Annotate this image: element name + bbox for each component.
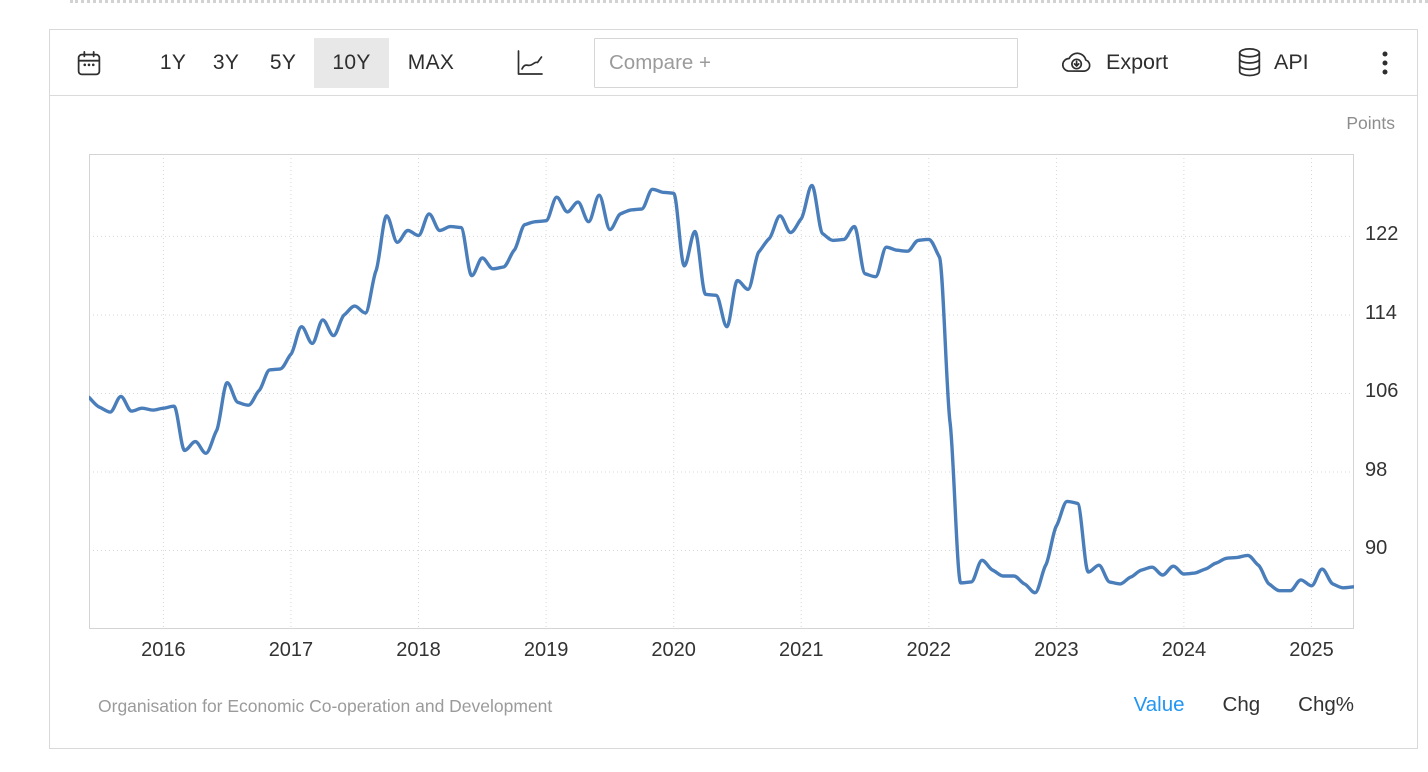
chart-region: Points 122 114 106 98 90 2016 2017 2018 2019 2020… xyxy=(50,96,1417,748)
x-tick-label: 2018 xyxy=(396,639,441,661)
chart-type-button[interactable] xyxy=(512,47,546,79)
plot-area[interactable] xyxy=(89,154,1354,629)
range-button-max[interactable]: MAX xyxy=(402,38,460,88)
compare-input[interactable] xyxy=(594,38,1018,88)
x-tick-label: 2016 xyxy=(141,639,186,661)
value-mode-switcher: Value Chg Chg% xyxy=(1134,693,1354,717)
y-tick-label: 114 xyxy=(1365,301,1397,324)
x-tick-label: 2021 xyxy=(778,639,824,661)
line-chart-icon xyxy=(517,50,543,75)
x-tick-label: 2017 xyxy=(268,639,314,661)
x-tick-label: 2019 xyxy=(523,639,569,661)
mode-chg[interactable]: Chg xyxy=(1222,693,1261,716)
y-tick-label: 90 xyxy=(1365,537,1388,560)
page-top-divider xyxy=(70,0,1428,3)
y-tick-label: 98 xyxy=(1365,458,1388,481)
database-icon xyxy=(1238,47,1261,77)
unit-label: Points xyxy=(1346,113,1395,133)
calendar-button[interactable] xyxy=(74,49,104,79)
range-button-3y[interactable]: 3Y xyxy=(200,38,252,88)
mode-value[interactable]: Value xyxy=(1133,693,1185,716)
toolbar: 1Y 3Y 5Y 10Y MAX Export xyxy=(50,30,1417,96)
chart-widget: 1Y 3Y 5Y 10Y MAX Export xyxy=(49,29,1418,749)
range-button-1y[interactable]: 1Y xyxy=(147,38,199,88)
y-tick-label: 122 xyxy=(1365,223,1399,246)
x-tick-label: 2024 xyxy=(1161,639,1207,661)
api-button[interactable]: API xyxy=(1236,30,1309,95)
mode-chg-pct[interactable]: Chg% xyxy=(1298,693,1354,716)
cloud-download-icon xyxy=(1061,52,1091,72)
kebab-menu-icon xyxy=(1382,51,1388,75)
more-options-button[interactable] xyxy=(1375,47,1395,79)
calendar-icon xyxy=(77,50,101,76)
export-button[interactable]: Export xyxy=(1058,30,1168,95)
x-tick-label: 2025 xyxy=(1289,639,1334,661)
range-button-10y[interactable]: 10Y xyxy=(314,38,389,88)
api-label: API xyxy=(1274,50,1309,74)
line-chart xyxy=(89,154,1354,629)
source-attribution: Organisation for Economic Co-operation a… xyxy=(98,696,553,716)
y-tick-label: 106 xyxy=(1365,380,1399,403)
x-tick-label: 2022 xyxy=(906,639,952,661)
x-tick-label: 2020 xyxy=(651,639,696,661)
export-label: Export xyxy=(1106,50,1169,74)
range-button-5y[interactable]: 5Y xyxy=(257,38,309,88)
x-tick-label: 2023 xyxy=(1034,639,1079,661)
